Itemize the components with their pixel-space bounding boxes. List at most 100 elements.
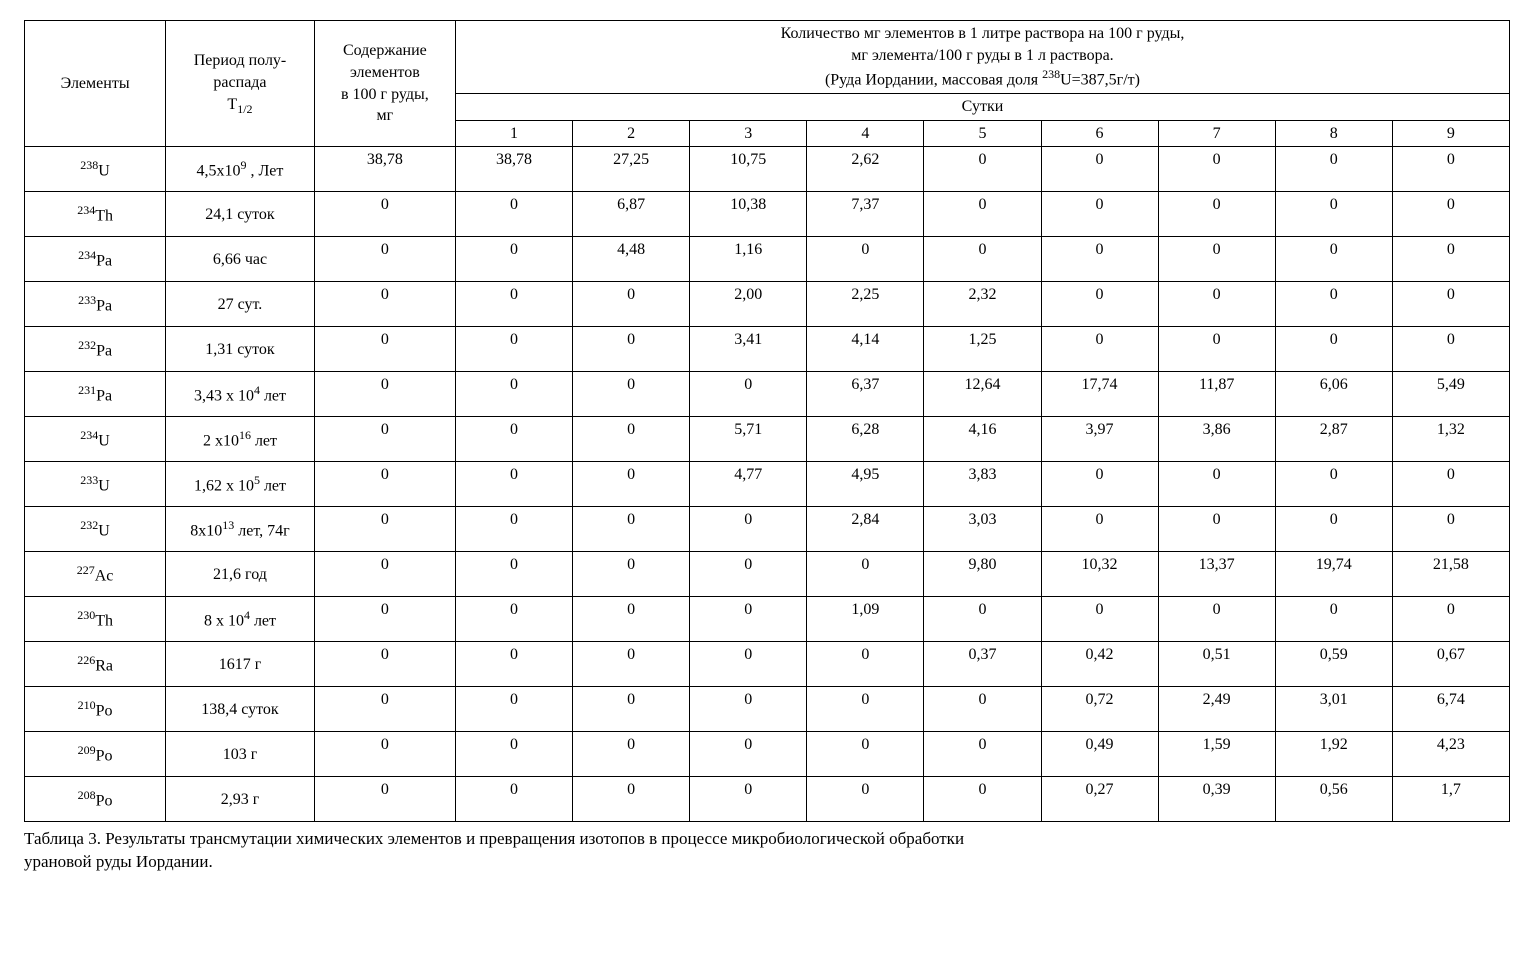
day-cell: 38,78 bbox=[455, 147, 572, 192]
day-cell: 21,58 bbox=[1392, 552, 1509, 597]
col-header-day-7: 7 bbox=[1158, 120, 1275, 147]
day-cell: 0 bbox=[1275, 282, 1392, 327]
day-cell: 1,92 bbox=[1275, 732, 1392, 777]
isotope-mass: 238 bbox=[80, 158, 98, 172]
isotope-symbol: Pa bbox=[96, 342, 112, 359]
col-header-day-3: 3 bbox=[690, 120, 807, 147]
day-cell: 4,14 bbox=[807, 327, 924, 372]
day-cell: 6,28 bbox=[807, 417, 924, 462]
day-cell: 0 bbox=[1275, 192, 1392, 237]
day-cell: 0 bbox=[455, 372, 572, 417]
day-cell: 1,25 bbox=[924, 327, 1041, 372]
halflife-post: лет bbox=[260, 477, 286, 494]
isotope-symbol: Ra bbox=[95, 657, 113, 674]
day-cell: 0 bbox=[455, 642, 572, 687]
halflife-post: , Лет bbox=[247, 162, 284, 179]
isotope-mass: 226 bbox=[77, 653, 95, 667]
isotope-symbol: Th bbox=[95, 612, 113, 629]
day-cell: 10,75 bbox=[690, 147, 807, 192]
table-row: 232Pa1,31 суток0003,414,141,250000 bbox=[25, 327, 1510, 372]
content-l2: элементов bbox=[350, 64, 420, 81]
day-cell: 0 bbox=[573, 732, 690, 777]
halflife-cell: 1,62 x 105 лет bbox=[166, 462, 315, 507]
day-cell: 2,32 bbox=[924, 282, 1041, 327]
isotope-cell: 232Pa bbox=[25, 327, 166, 372]
day-cell: 0 bbox=[1158, 597, 1275, 642]
halflife-cell: 138,4 суток bbox=[166, 687, 315, 732]
day-cell: 0,49 bbox=[1041, 732, 1158, 777]
day-cell: 0 bbox=[455, 417, 572, 462]
table-header: Элементы Период полу- распада Т1/2 Содер… bbox=[25, 21, 1510, 147]
content-cell: 0 bbox=[314, 777, 455, 822]
isotope-symbol: U bbox=[98, 432, 110, 449]
day-cell: 0 bbox=[807, 732, 924, 777]
day-cell: 7,37 bbox=[807, 192, 924, 237]
content-l4: мг bbox=[377, 107, 394, 124]
main-l3a: (Руда Иордании, массовая доля bbox=[825, 72, 1042, 89]
isotope-mass: 234 bbox=[80, 428, 98, 442]
day-cell: 0 bbox=[690, 687, 807, 732]
day-cell: 5,71 bbox=[690, 417, 807, 462]
isotope-symbol: Ac bbox=[95, 567, 114, 584]
day-cell: 0 bbox=[924, 192, 1041, 237]
day-cell: 3,01 bbox=[1275, 687, 1392, 732]
content-cell: 0 bbox=[314, 732, 455, 777]
content-l1: Содержание bbox=[343, 42, 427, 59]
content-cell: 0 bbox=[314, 327, 455, 372]
content-cell: 0 bbox=[314, 552, 455, 597]
isotope-cell: 226Ra bbox=[25, 642, 166, 687]
content-cell: 38,78 bbox=[314, 147, 455, 192]
halflife-cell: 1,31 суток bbox=[166, 327, 315, 372]
content-cell: 0 bbox=[314, 192, 455, 237]
halflife-pre: 8 x 10 bbox=[204, 612, 244, 629]
caption-l2: урановой руды Иордании. bbox=[24, 852, 213, 871]
day-cell: 4,48 bbox=[573, 237, 690, 282]
isotope-cell: 234Pa bbox=[25, 237, 166, 282]
main-l3b: U=387,5г/т) bbox=[1060, 72, 1140, 89]
halflife-pre: 2 x10 bbox=[203, 432, 239, 449]
isotope-mass: 234 bbox=[78, 248, 96, 262]
halflife-post: лет bbox=[251, 432, 277, 449]
day-cell: 0 bbox=[1158, 462, 1275, 507]
isotope-mass: 209 bbox=[78, 743, 96, 757]
day-cell: 0 bbox=[1041, 462, 1158, 507]
halflife-post: лет, 74г bbox=[234, 522, 289, 539]
day-cell: 12,64 bbox=[924, 372, 1041, 417]
table-row: 226Ra1617 г000000,370,420,510,590,67 bbox=[25, 642, 1510, 687]
table-row: 231Pa3,43 x 104 лет00006,3712,6417,7411,… bbox=[25, 372, 1510, 417]
day-cell: 2,49 bbox=[1158, 687, 1275, 732]
day-cell: 0 bbox=[1041, 282, 1158, 327]
day-cell: 0 bbox=[455, 687, 572, 732]
day-cell: 0 bbox=[1158, 507, 1275, 552]
day-cell: 0 bbox=[455, 507, 572, 552]
day-cell: 0 bbox=[807, 552, 924, 597]
day-cell: 13,37 bbox=[1158, 552, 1275, 597]
isotope-cell: 233U bbox=[25, 462, 166, 507]
day-cell: 0 bbox=[1275, 237, 1392, 282]
transmutation-table: Элементы Период полу- распада Т1/2 Содер… bbox=[24, 20, 1510, 822]
day-cell: 3,83 bbox=[924, 462, 1041, 507]
day-cell: 0 bbox=[1041, 237, 1158, 282]
isotope-cell: 234U bbox=[25, 417, 166, 462]
day-cell: 0 bbox=[807, 642, 924, 687]
day-cell: 0 bbox=[455, 282, 572, 327]
col-header-elements-text: Элементы bbox=[61, 75, 130, 92]
day-cell: 0 bbox=[455, 777, 572, 822]
day-cell: 2,62 bbox=[807, 147, 924, 192]
table-body: 238U4,5x109 , Лет38,7838,7827,2510,752,6… bbox=[25, 147, 1510, 822]
day-cell: 0 bbox=[690, 597, 807, 642]
day-cell: 0 bbox=[1392, 282, 1509, 327]
day-cell: 0 bbox=[455, 552, 572, 597]
day-cell: 11,87 bbox=[1158, 372, 1275, 417]
day-cell: 0 bbox=[1392, 597, 1509, 642]
isotope-symbol: Po bbox=[96, 702, 113, 719]
content-cell: 0 bbox=[314, 282, 455, 327]
table-row: 227Ac21,6 год000009,8010,3213,3719,7421,… bbox=[25, 552, 1510, 597]
col-header-day-6: 6 bbox=[1041, 120, 1158, 147]
day-cell: 0,51 bbox=[1158, 642, 1275, 687]
day-cell: 0 bbox=[807, 687, 924, 732]
isotope-mass: 231 bbox=[78, 383, 96, 397]
day-cell: 0,42 bbox=[1041, 642, 1158, 687]
isotope-mass: 234 bbox=[77, 203, 95, 217]
isotope-cell: 233Pa bbox=[25, 282, 166, 327]
